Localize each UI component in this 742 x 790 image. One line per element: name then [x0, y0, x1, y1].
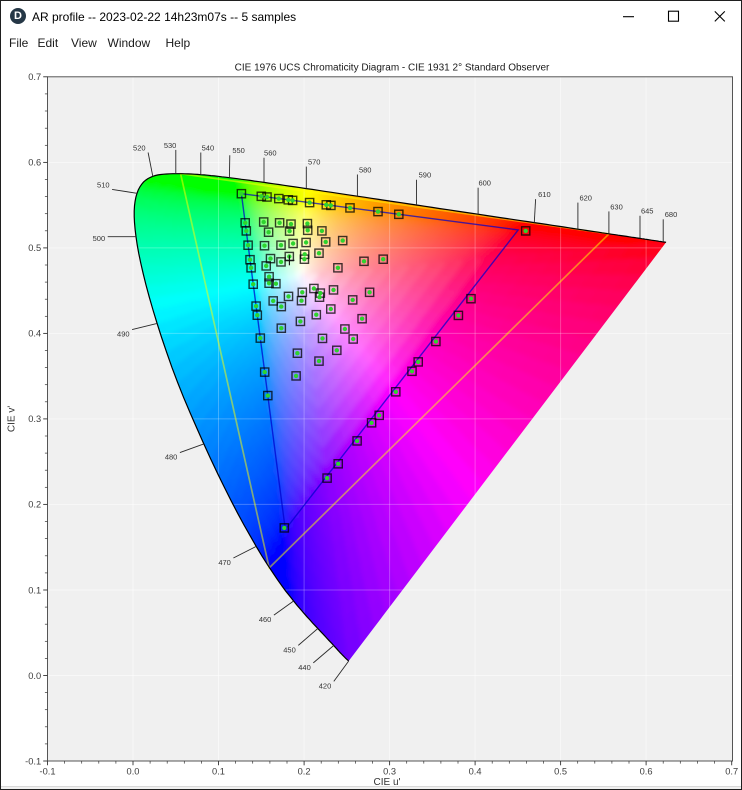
svg-text:0.7: 0.7 [28, 72, 41, 82]
svg-text:CIE 1976 UCS Chromaticity Diag: CIE 1976 UCS Chromaticity Diagram - CIE … [235, 62, 550, 73]
svg-text:540: 540 [202, 143, 215, 152]
svg-text:0.4: 0.4 [28, 329, 41, 339]
svg-text:550: 550 [232, 146, 245, 155]
svg-text:490: 490 [117, 330, 130, 339]
svg-text:0.0: 0.0 [28, 671, 41, 681]
svg-text:590: 590 [419, 171, 432, 180]
svg-text:-0.1: -0.1 [25, 756, 41, 766]
svg-text:470: 470 [218, 558, 231, 567]
svg-text:520: 520 [133, 143, 146, 152]
svg-text:680: 680 [665, 210, 678, 219]
svg-text:0.3: 0.3 [28, 414, 41, 424]
svg-text:420: 420 [319, 682, 332, 691]
svg-text:0.7: 0.7 [725, 767, 738, 777]
svg-text:580: 580 [359, 165, 372, 174]
svg-text:0.6: 0.6 [28, 158, 41, 168]
svg-text:-0.1: -0.1 [39, 767, 55, 777]
svg-text:0.4: 0.4 [469, 767, 482, 777]
svg-text:630: 630 [610, 202, 623, 211]
svg-text:0.6: 0.6 [640, 767, 653, 777]
svg-text:480: 480 [165, 453, 178, 462]
svg-text:0.2: 0.2 [28, 500, 41, 510]
svg-text:0.5: 0.5 [28, 243, 41, 253]
svg-text:645: 645 [641, 207, 654, 216]
svg-text:0.2: 0.2 [298, 767, 311, 777]
svg-text:CIE v': CIE v' [7, 406, 18, 432]
svg-text:530: 530 [164, 141, 177, 150]
svg-text:500: 500 [93, 234, 106, 243]
svg-text:620: 620 [579, 194, 592, 203]
svg-text:0.1: 0.1 [212, 767, 225, 777]
svg-text:560: 560 [264, 149, 277, 158]
svg-text:0.5: 0.5 [554, 767, 567, 777]
svg-text:0.0: 0.0 [127, 767, 140, 777]
svg-text:440: 440 [298, 663, 311, 672]
svg-text:600: 600 [478, 179, 491, 188]
svg-text:460: 460 [259, 615, 272, 624]
svg-text:450: 450 [283, 646, 296, 655]
svg-text:610: 610 [538, 190, 551, 199]
svg-text:0.3: 0.3 [383, 767, 396, 777]
svg-text:0.1: 0.1 [28, 585, 41, 595]
svg-text:510: 510 [97, 180, 110, 189]
svg-text:570: 570 [308, 158, 321, 167]
